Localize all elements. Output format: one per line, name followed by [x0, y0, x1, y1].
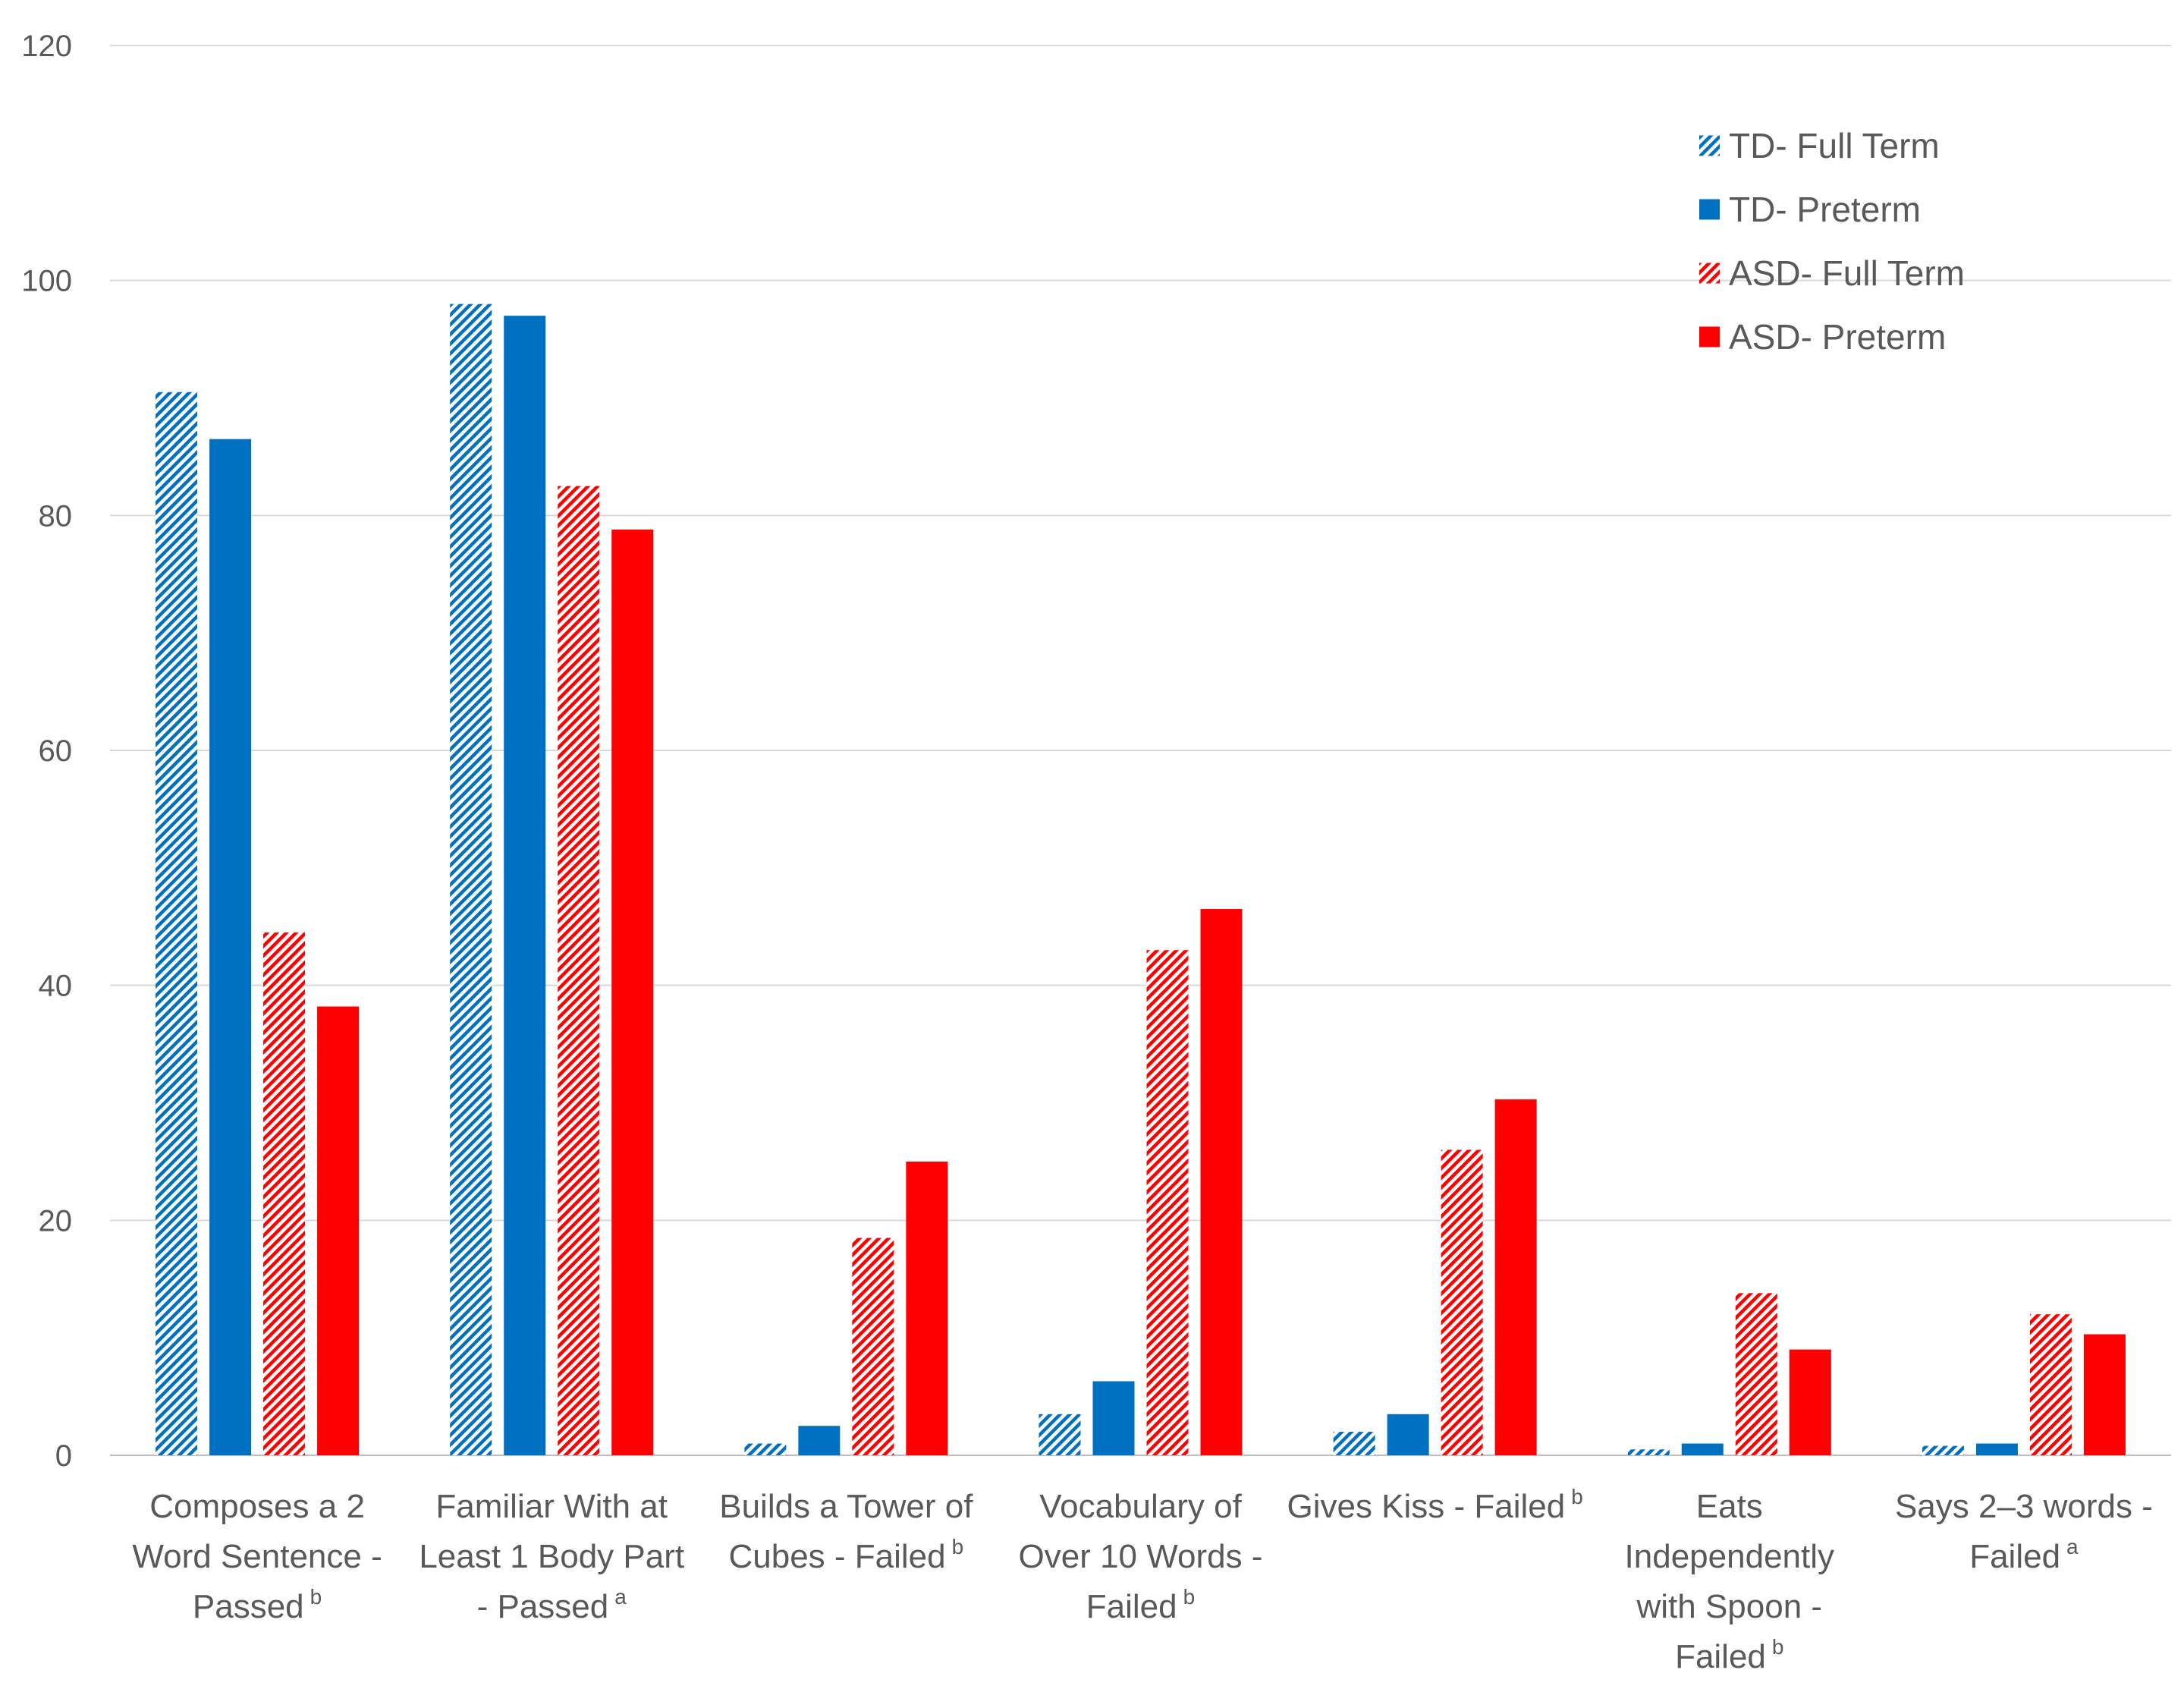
x-category-label: Composes a 2 Word Sentence - Passed b — [132, 1488, 382, 1625]
legend-label: TD- Full Term — [1729, 126, 1940, 165]
bar-td-preterm-3 — [1092, 1381, 1135, 1455]
legend-label: ASD- Preterm — [1729, 317, 1946, 357]
bar-asd-full-term-2 — [852, 1238, 894, 1455]
bar-asd-full-term-5 — [1735, 1293, 1777, 1455]
x-category-label: Builds a Tower of Cubes - Failed b — [719, 1488, 973, 1575]
bar-asd-preterm-6 — [2083, 1334, 2126, 1455]
x-category-label-line: Gives Kiss - Failed — [1287, 1488, 1565, 1525]
x-category-label: Familiar With at Least 1 Body Part - Passe… — [419, 1488, 684, 1625]
y-tick-label: 20 — [39, 1204, 73, 1238]
x-category-label-line: Word Sentence - — [132, 1538, 382, 1575]
x-category-label-line: Says 2–3 words - — [1895, 1488, 2153, 1525]
x-category-footnote: b — [1183, 1585, 1196, 1609]
x-category-label-line: Failed — [1675, 1638, 1766, 1675]
x-category-label-line: Least 1 Body Part — [419, 1538, 684, 1575]
y-tick-label: 80 — [39, 499, 73, 533]
bar-asd-preterm-3 — [1200, 909, 1243, 1455]
bar-asd-preterm-5 — [1789, 1349, 1831, 1455]
legend-swatch-asd-full-term — [1699, 263, 1720, 284]
x-category-label: Vocabulary of Over 10 Words - Failed b — [1019, 1488, 1263, 1625]
bar-asd-preterm-0 — [317, 1006, 360, 1455]
y-tick-label: 0 — [55, 1439, 72, 1473]
bar-td-full-term-0 — [156, 392, 198, 1456]
x-category-label-line: Independently — [1625, 1538, 1834, 1575]
legend: TD- Full Term TD- Preterm ASD- Full Term AS… — [1699, 126, 1965, 357]
x-category-label-line: Over 10 Words - — [1019, 1538, 1263, 1575]
y-tick-label: 40 — [39, 970, 73, 1003]
bar-asd-full-term-3 — [1146, 950, 1189, 1455]
x-category-label-line: Vocabulary of — [1039, 1488, 1242, 1525]
legend-label: TD- Preterm — [1729, 190, 1921, 229]
bar-asd-preterm-4 — [1494, 1099, 1537, 1455]
bar-td-preterm-5 — [1681, 1443, 1724, 1455]
bar-td-preterm-2 — [798, 1426, 841, 1455]
x-category-label-line: Failed — [1969, 1538, 2060, 1575]
bar-td-full-term-1 — [450, 303, 492, 1456]
bar-td-preterm-0 — [209, 439, 252, 1455]
y-tick-label: 60 — [39, 734, 73, 768]
x-category-label-line: Eats — [1696, 1488, 1763, 1525]
bar-td-full-term-4 — [1333, 1432, 1375, 1455]
x-category-footnote: a — [2066, 1535, 2079, 1558]
legend-swatch-td-preterm — [1699, 199, 1720, 220]
bar-asd-full-term-4 — [1441, 1149, 1483, 1455]
bar-td-preterm-4 — [1387, 1414, 1429, 1455]
x-category-label: Says 2–3 words - Failed a — [1895, 1488, 2153, 1575]
bar-asd-preterm-1 — [611, 529, 654, 1455]
x-category-label-line: Familiar With at — [435, 1488, 668, 1525]
x-category-footnote: b — [1571, 1485, 1583, 1508]
x-category-label-line: Builds a Tower of — [719, 1488, 973, 1525]
x-category-label-line: Cubes - Failed — [728, 1538, 945, 1575]
x-category-footnote: b — [952, 1535, 964, 1558]
x-category-label-line: Passed — [193, 1588, 304, 1625]
y-axis-tick-labels: 0 20 40 60 80 100 120 — [21, 30, 72, 1473]
bar-asd-preterm-2 — [906, 1161, 948, 1455]
x-axis-category-labels: Composes a 2 Word Sentence -Passed bFamili… — [132, 1485, 2153, 1675]
bar-td-preterm-1 — [504, 316, 546, 1455]
x-category-label-line: Failed — [1086, 1588, 1177, 1625]
bar-td-full-term-2 — [744, 1443, 787, 1455]
bars — [156, 303, 2126, 1456]
bar-asd-full-term-6 — [2029, 1314, 2072, 1455]
bar-asd-full-term-1 — [558, 486, 600, 1455]
x-category-footnote: b — [1772, 1635, 1784, 1659]
bar-td-full-term-5 — [1627, 1449, 1670, 1455]
bar-td-preterm-6 — [1975, 1443, 2018, 1455]
x-category-label: Gives Kiss - Failed b — [1287, 1485, 1582, 1525]
x-category-label-line: Composes a 2 — [149, 1488, 365, 1525]
x-category-label-line: - Passed — [477, 1588, 609, 1625]
bar-td-full-term-6 — [1922, 1445, 1964, 1455]
bar-asd-full-term-0 — [263, 932, 306, 1455]
y-tick-label: 120 — [21, 30, 72, 63]
legend-swatch-asd-preterm — [1699, 326, 1720, 348]
x-category-label-line: with Spoon - — [1636, 1588, 1822, 1625]
legend-swatch-td-full-term — [1699, 135, 1720, 156]
x-category-label: Eats Independently with Spoon - Failed b — [1625, 1488, 1834, 1675]
x-category-footnote: b — [310, 1585, 322, 1609]
legend-label: ASD- Full Term — [1729, 253, 1965, 293]
x-category-footnote: a — [614, 1585, 627, 1609]
y-tick-label: 100 — [21, 265, 72, 298]
bar-td-full-term-3 — [1039, 1414, 1081, 1455]
